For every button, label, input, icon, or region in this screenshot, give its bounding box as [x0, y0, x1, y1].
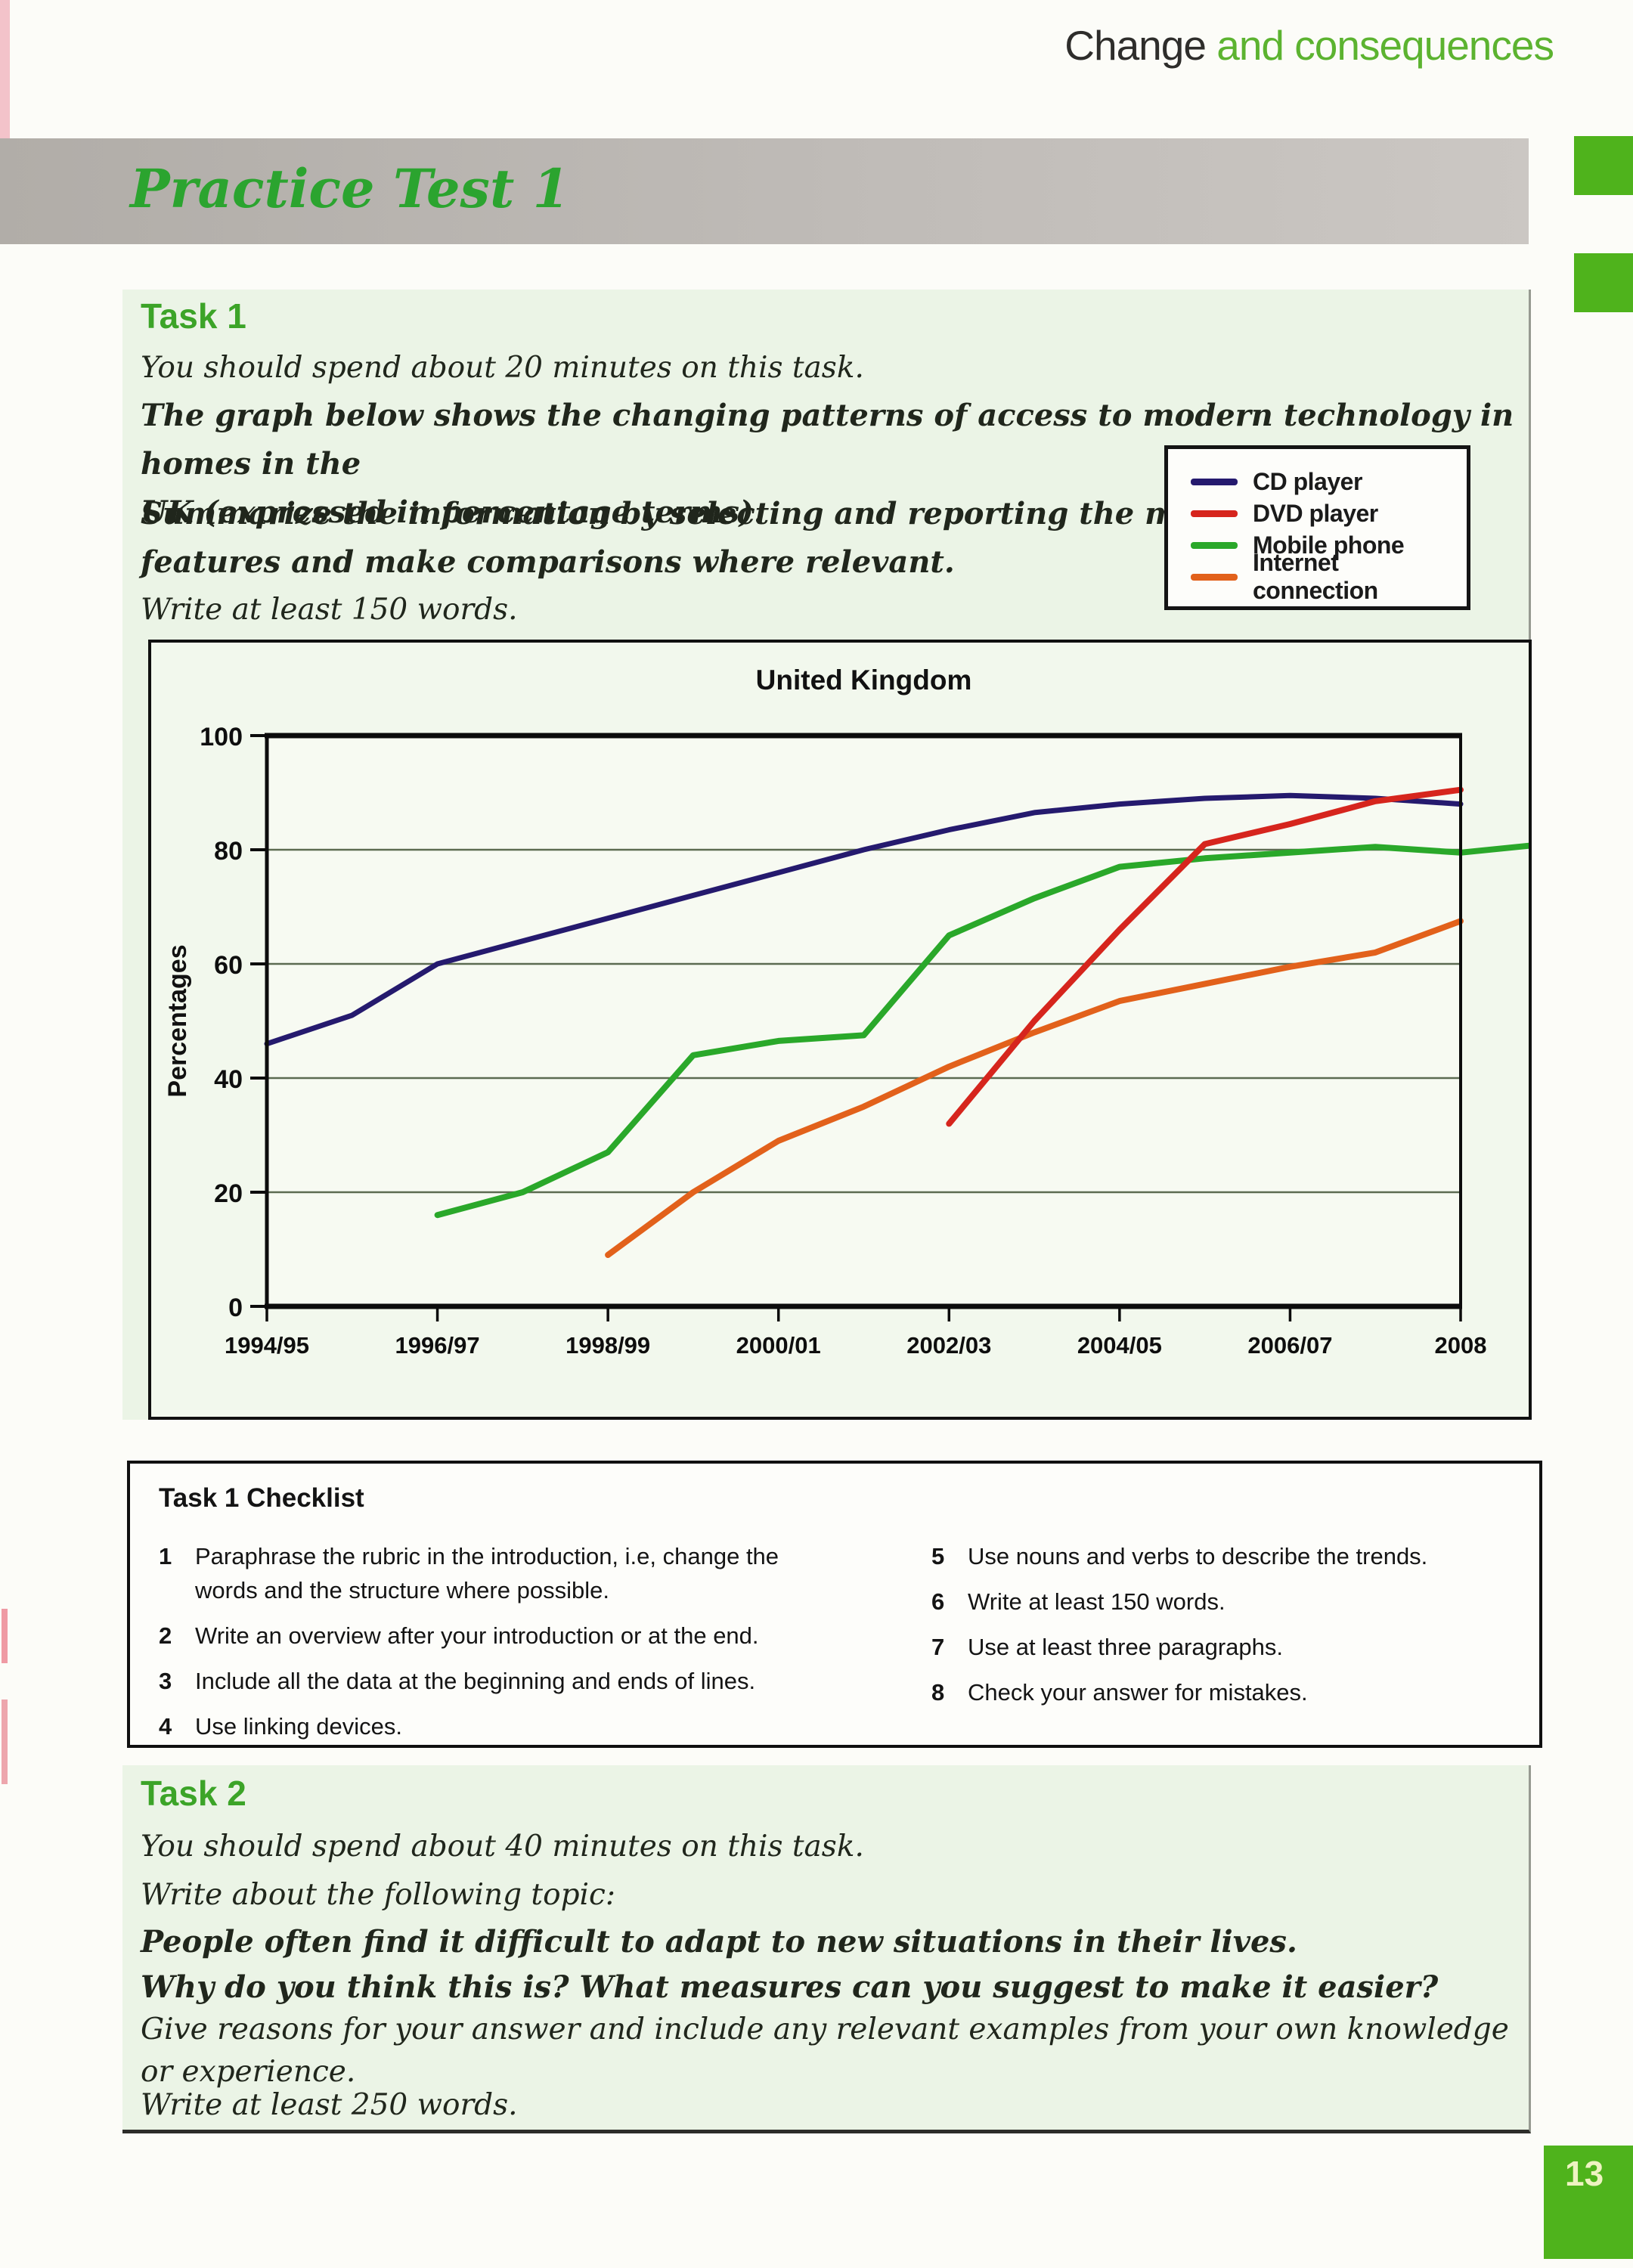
legend-item-internet-connection: Internet connection [1191, 549, 1467, 604]
y-axis-tick-label: 60 [214, 951, 243, 980]
internet-connection-line-swatch-icon [1191, 573, 1238, 581]
scan-artifact [0, 0, 10, 163]
mobile-phone-line-swatch-icon [1191, 541, 1238, 549]
task1-rubric: The graph below shows the changing patte… [141, 398, 1514, 530]
checklist-item: 1 Paraphrase the rubric in the introduct… [159, 1539, 839, 1607]
task2-length-note: Write at least 250 words. [141, 2088, 518, 2122]
x-axis-tick-label: 2008 [1435, 1332, 1487, 1359]
x-axis-tick-label: 2004/05 [1077, 1332, 1162, 1359]
y-axis-tick-label: 100 [200, 723, 243, 751]
task2-questions: Why do you think this is? What measures … [141, 1969, 1439, 2005]
y-axis-tick-label: 0 [228, 1294, 243, 1322]
legend-item-mobile-phone: Mobile phone [1191, 529, 1467, 561]
checklist-item-text: Paraphrase the rubric in the introductio… [195, 1543, 779, 1603]
checklist-item-number: 6 [931, 1588, 945, 1615]
checklist-column-right: 5 Use nouns and verbs to describe the tr… [931, 1539, 1521, 1721]
checklist-item-number: 7 [931, 1634, 945, 1660]
edge-tab-marker [1574, 253, 1633, 312]
y-axis-tick-label: 80 [214, 837, 243, 866]
checklist-item-number: 5 [931, 1543, 945, 1569]
x-axis-tick-label: 2006/07 [1247, 1332, 1332, 1359]
edge-tab-marker [1574, 136, 1633, 195]
x-axis-tick-label: 1994/95 [225, 1332, 309, 1359]
checklist-item-number: 4 [159, 1713, 172, 1740]
y-axis-tick-label: 20 [214, 1179, 243, 1208]
checklist-item-text: Use nouns and verbs to describe the tren… [968, 1543, 1428, 1569]
task1-time-note: You should spend about 20 minutes on thi… [141, 351, 864, 385]
scan-artifact [2, 1609, 8, 1663]
checklist-item-text: Write at least 150 words. [968, 1588, 1226, 1615]
task2-support-note: Give reasons for your answer and include… [141, 2012, 1509, 2089]
checklist-item: 8 Check your answer for mistakes. [931, 1675, 1521, 1709]
checklist-item-number: 2 [159, 1622, 172, 1649]
checklist-item-text: Include all the data at the beginning an… [195, 1668, 756, 1694]
legend-label: Mobile phone [1253, 531, 1405, 559]
checklist-item-text: Check your answer for mistakes. [968, 1679, 1308, 1706]
x-axis-tick-label: 1996/97 [395, 1332, 480, 1359]
series-line-mobile-phone [434, 842, 1529, 1219]
checklist-item: 3 Include all the data at the beginning … [159, 1664, 839, 1698]
legend-item-cd-player: CD player [1191, 466, 1467, 497]
checklist-item: 7 Use at least three paragraphs. [931, 1630, 1521, 1664]
page-number-badge: 13 [1544, 2146, 1633, 2259]
scan-artifact [2, 1699, 8, 1784]
checklist-item: 6 Write at least 150 words. [931, 1585, 1521, 1619]
practice-test-banner: Practice Test 1 [0, 138, 1529, 244]
task1-length-note: Write at least 150 words. [141, 593, 518, 627]
task2-section: Task 2 You should spend about 40 minutes… [122, 1765, 1531, 2133]
task2-time-note: You should spend about 40 minutes on thi… [141, 1830, 864, 1864]
legend-label: DVD player [1253, 499, 1378, 527]
x-axis-tick-label: 1998/99 [566, 1332, 650, 1359]
checklist-item-text: Use linking devices. [195, 1713, 402, 1740]
checklist-column-left: 1 Paraphrase the rubric in the introduct… [159, 1539, 839, 1755]
task2-heading: Task 2 [141, 1774, 246, 1813]
legend-label: CD player [1253, 467, 1362, 495]
task2-topic-intro: Write about the following topic: [141, 1878, 615, 1912]
task1-instruction: Summarize the information by selecting a… [141, 496, 1230, 580]
y-axis-label: Percentages [163, 944, 192, 1097]
chapter-header: Change and consequences [1064, 21, 1554, 70]
dvd-player-line-swatch-icon [1191, 510, 1238, 517]
checklist-item-number: 3 [159, 1668, 172, 1694]
checklist-item: 5 Use nouns and verbs to describe the tr… [931, 1539, 1521, 1573]
cd-player-line-swatch-icon [1191, 478, 1238, 485]
chart-legend: CD player DVD player Mobile phone Intern… [1164, 445, 1470, 610]
series-line-cd-player [264, 792, 1464, 1047]
chapter-header-green-text: and consequences [1216, 22, 1554, 69]
x-axis-tick-label: 2002/03 [906, 1332, 991, 1359]
checklist-heading: Task 1 Checklist [159, 1483, 364, 1513]
y-axis-tick-label: 40 [214, 1065, 243, 1094]
chapter-header-green [1206, 22, 1216, 69]
task1-heading: Task 1 [141, 296, 246, 336]
checklist-item: 4 Use linking devices. [159, 1709, 839, 1743]
task1-checklist-box: Task 1 Checklist 1 Paraphrase the rubric… [127, 1461, 1542, 1748]
checklist-item: 2 Write an overview after your introduct… [159, 1619, 839, 1653]
chart-title: United Kingdom [756, 665, 972, 696]
practice-test-title: Practice Test 1 [130, 157, 570, 221]
checklist-item-number: 1 [159, 1543, 172, 1569]
legend-item-dvd-player: DVD player [1191, 497, 1467, 529]
x-axis-tick-label: 2000/01 [736, 1332, 821, 1359]
task2-topic: People often find it difficult to adapt … [141, 1924, 1297, 1960]
line-chart: 0 20 40 60 80 100 1994/95 1996/97 1998/99 2000/01… [163, 665, 1529, 1359]
checklist-item-text: Write an overview after your introductio… [195, 1622, 759, 1649]
checklist-item-number: 8 [931, 1679, 945, 1706]
series-line-dvd-player [946, 786, 1464, 1127]
chapter-header-black: Change [1064, 22, 1207, 69]
chart-panel: 0 20 40 60 80 100 1994/95 1996/97 1998/99 2000/01… [148, 640, 1532, 1420]
page-number: 13 [1565, 2154, 1604, 2193]
legend-label: Internet connection [1253, 549, 1378, 604]
checklist-item-text: Use at least three paragraphs. [968, 1634, 1284, 1660]
series-line-internet-connection [605, 918, 1464, 1258]
